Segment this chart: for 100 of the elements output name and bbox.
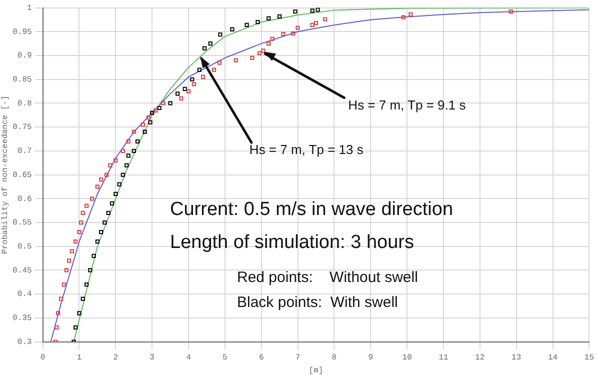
point	[323, 17, 328, 22]
point	[77, 311, 82, 316]
point	[114, 158, 118, 163]
point	[126, 139, 130, 144]
x-tick-label: 13	[512, 354, 522, 363]
point	[99, 178, 104, 182]
point	[244, 22, 249, 28]
point	[64, 268, 69, 272]
point	[106, 210, 110, 216]
point	[95, 240, 100, 244]
point	[62, 282, 66, 287]
y-tick-label: 0.5	[17, 242, 32, 252]
point	[157, 106, 162, 110]
point	[508, 10, 513, 14]
point	[150, 110, 154, 115]
point	[146, 115, 150, 120]
point	[293, 10, 298, 14]
point	[77, 230, 82, 234]
y-tick-label: 1	[26, 4, 32, 13]
x-tick-label: 8	[332, 354, 337, 363]
y-tick-label: 0.7	[17, 147, 32, 156]
point	[80, 296, 85, 301]
y-tick-label: 0.4	[17, 290, 32, 300]
x-tick-label: 1	[76, 354, 82, 363]
annotation: Black points: With swell	[237, 294, 398, 312]
y-tick-label: 0.45	[12, 266, 32, 276]
x-tick-label: 6	[258, 354, 264, 363]
point	[99, 230, 104, 234]
point	[208, 42, 212, 46]
point	[310, 22, 314, 28]
point	[182, 86, 187, 91]
point	[56, 311, 60, 316]
point	[54, 325, 59, 330]
point	[408, 12, 413, 17]
point	[218, 32, 222, 37]
y-tick-label: 0.85	[12, 75, 32, 84]
point	[278, 14, 282, 18]
point	[117, 182, 122, 186]
point	[80, 210, 85, 216]
x-tick-label: 2	[113, 354, 118, 363]
x-tick-label: 7	[295, 354, 300, 363]
x-tick-label: 9	[368, 354, 374, 363]
x-tick-label: 0	[40, 354, 46, 363]
x-tick-label: 15	[584, 354, 594, 363]
point	[92, 254, 96, 258]
point	[401, 15, 406, 20]
point	[168, 101, 172, 106]
point	[132, 130, 136, 134]
point	[78, 220, 84, 225]
x-tick-label: 14	[548, 354, 558, 363]
point	[250, 56, 254, 60]
point	[84, 204, 89, 208]
x-tick-label: 3	[150, 354, 155, 363]
point	[154, 108, 158, 112]
point	[190, 77, 194, 82]
x-tick-label: 4	[186, 354, 192, 363]
point	[140, 122, 146, 127]
point	[270, 36, 274, 41]
y-tick-label: 0.95	[12, 28, 32, 37]
y-tick-label: 0.6	[17, 194, 32, 204]
point	[58, 296, 64, 301]
point	[135, 139, 140, 144]
point	[179, 96, 184, 101]
y-tick-label: 0.3	[17, 338, 32, 347]
point	[266, 16, 271, 20]
point	[120, 148, 125, 153]
point	[114, 192, 118, 196]
point	[261, 48, 266, 53]
point	[197, 68, 202, 72]
point	[212, 68, 216, 72]
annotation: Red points: Without swell	[237, 269, 418, 286]
point	[257, 51, 262, 56]
x-tick-label: 5	[222, 354, 228, 363]
point	[186, 89, 191, 94]
point	[256, 20, 260, 24]
annotation: Hs = 7 m, Tp = 9.1 s	[348, 97, 466, 112]
point	[74, 240, 78, 244]
point	[66, 258, 72, 263]
point	[310, 8, 314, 13]
point	[102, 220, 107, 225]
point	[110, 201, 114, 206]
point	[202, 46, 207, 50]
point	[160, 101, 166, 106]
point	[74, 325, 78, 330]
point	[95, 184, 100, 189]
x-tick-label: 11	[438, 354, 448, 363]
point	[108, 163, 112, 168]
point	[296, 26, 300, 30]
x-tick-label: 12	[475, 354, 485, 363]
y-tick-label: 0.55	[12, 218, 32, 228]
point	[120, 172, 125, 177]
point	[88, 268, 92, 272]
y-axis-title: Probability of non-exceedance [-]	[0, 96, 10, 254]
point	[290, 32, 296, 36]
point	[316, 8, 320, 12]
point	[234, 58, 238, 62]
x-tick-label: 10	[402, 354, 412, 363]
point	[314, 21, 318, 26]
point	[132, 148, 136, 153]
y-tick-label: 0.35	[12, 314, 32, 324]
